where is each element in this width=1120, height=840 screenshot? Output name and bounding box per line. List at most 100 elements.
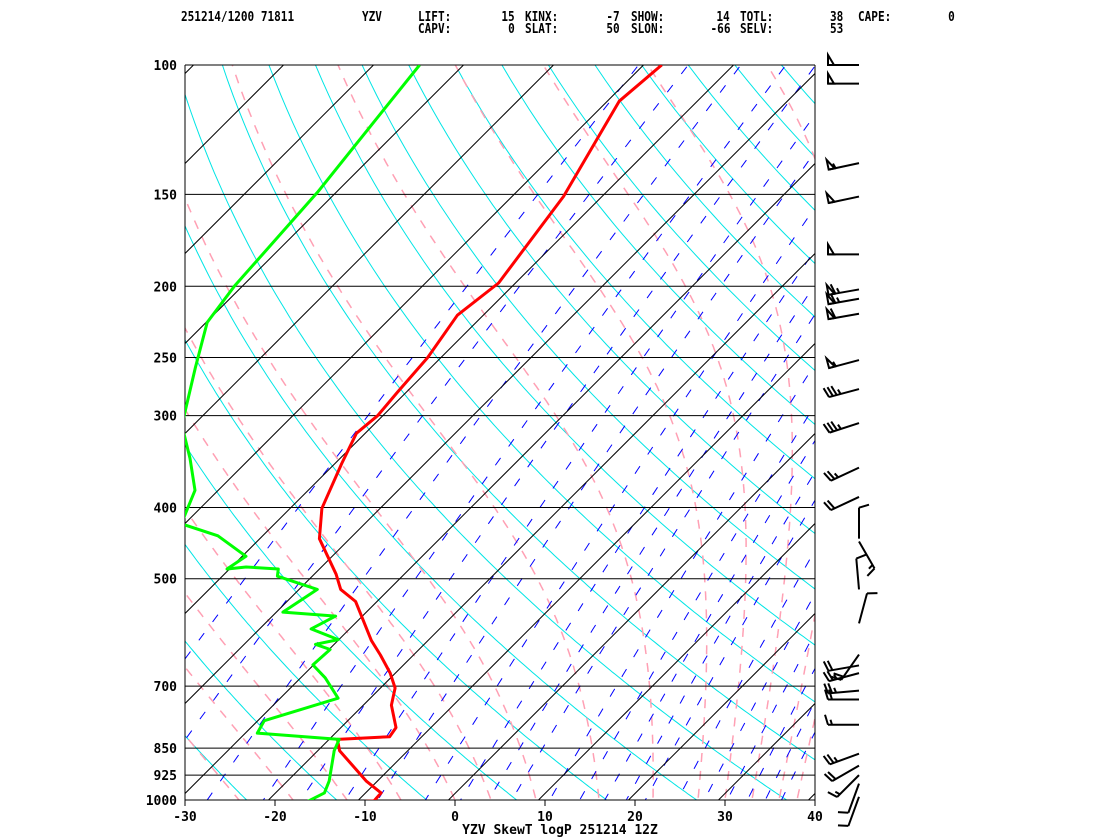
temperature-line — [317, 65, 663, 800]
wind-barb — [858, 541, 876, 577]
moist-adiabat — [231, 65, 600, 800]
barb-full — [858, 503, 870, 509]
isotherm — [185, 65, 464, 345]
barb-half — [832, 361, 837, 367]
mixing-ratio-line — [604, 439, 815, 800]
header-label-show: SHOW: — [631, 10, 665, 25]
header-value-lift: 15 — [501, 10, 515, 25]
mixing-ratio-line — [703, 592, 815, 800]
wind-barb — [825, 305, 860, 321]
background-lines — [185, 49, 1120, 816]
barb-staff — [830, 496, 860, 511]
dry-adiabat — [408, 65, 815, 535]
wind-barb — [822, 752, 860, 766]
x-tick-label: 0 — [451, 810, 459, 825]
wind-barb — [827, 51, 859, 66]
header-value-show: 14 — [716, 10, 730, 25]
wind-barb — [822, 660, 860, 672]
header-label-lift: LIFT: — [418, 10, 452, 25]
dry-adiabat — [814, 49, 1120, 816]
barb-full — [829, 308, 837, 319]
barb-full — [827, 791, 838, 798]
isotherm — [185, 65, 374, 255]
mixing-ratio-line — [511, 313, 815, 800]
wind-barb — [824, 156, 860, 171]
barb-full — [826, 499, 836, 510]
mixing-ratio-line — [746, 667, 815, 800]
barb-full — [826, 753, 835, 764]
x-tick-label: -20 — [263, 810, 287, 825]
barb-full — [823, 472, 832, 482]
barb-half — [837, 424, 842, 430]
barb-full — [822, 661, 830, 672]
barb-staff — [836, 774, 860, 798]
barb-half — [834, 790, 841, 796]
mixing-ratio-line — [424, 206, 815, 800]
isotherm — [185, 65, 554, 435]
moist-adiabat — [185, 665, 294, 800]
pressure-tick-label: 1000 — [146, 794, 177, 809]
dry-adiabat — [185, 92, 788, 800]
header-label-capv: CAPV: — [418, 22, 452, 37]
barb-full — [837, 824, 849, 827]
barb-staff — [829, 752, 860, 766]
isotherm — [808, 792, 815, 800]
dry-adiabat — [687, 65, 815, 212]
barb-staff — [829, 422, 860, 434]
barb-half — [832, 163, 837, 169]
barb-full — [855, 553, 867, 560]
wind-barb — [823, 496, 860, 511]
dry-adiabat — [501, 65, 815, 426]
wind-barb — [822, 670, 860, 683]
barb-staff — [858, 593, 868, 624]
barb-half — [833, 472, 839, 478]
wind-barb — [824, 355, 860, 370]
sounding-profiles — [185, 65, 663, 800]
barb-full — [822, 423, 831, 434]
pressure-tick-label: 700 — [154, 680, 178, 695]
mixing-ratio-line — [625, 470, 815, 800]
barb-staff — [828, 664, 860, 672]
mixing-ratio-line — [644, 499, 815, 800]
dry-adiabat — [185, 224, 698, 800]
wind-barb — [824, 714, 859, 726]
x-tick-label: 30 — [717, 810, 733, 825]
x-tick-label: -10 — [353, 810, 377, 825]
isotherm — [268, 252, 815, 800]
barb-staff — [858, 541, 876, 569]
moist-adiabat — [185, 196, 537, 800]
barb-full — [824, 714, 829, 726]
isotherm — [718, 702, 815, 800]
barb-full — [826, 470, 836, 480]
moist-adiabat — [185, 591, 348, 800]
header-label-slon: SLON: — [631, 22, 665, 37]
barb-full — [824, 689, 829, 700]
isotherm — [185, 72, 815, 705]
header-label-slat: SLAT: — [525, 22, 559, 37]
barb-full — [826, 386, 834, 397]
moist-adiabat — [185, 798, 186, 800]
header-value-selv: 53 — [830, 22, 844, 37]
isotherm — [628, 612, 815, 800]
dewpoint-line — [185, 65, 421, 800]
mixing-ratio-line — [676, 549, 815, 800]
header-label-selv: SELV: — [740, 22, 774, 37]
header-value-kinx: -7 — [606, 10, 620, 25]
barb-pennant — [827, 69, 836, 85]
wind-barb — [858, 503, 870, 539]
barb-full — [823, 683, 830, 694]
barb-full — [827, 682, 834, 694]
pressure-tick-label: 200 — [154, 280, 178, 295]
dry-adiabat — [906, 49, 1120, 816]
dry-adiabat — [185, 734, 248, 800]
pressure-tick-label: 150 — [154, 188, 178, 203]
header-station-id: YZV — [362, 10, 382, 25]
wind-barb — [827, 240, 859, 256]
header-value-slon: -66 — [710, 22, 730, 37]
moist-adiabat — [185, 507, 402, 800]
isotherm — [538, 522, 815, 800]
wind-barb — [837, 783, 860, 814]
barb-staff — [831, 764, 860, 783]
